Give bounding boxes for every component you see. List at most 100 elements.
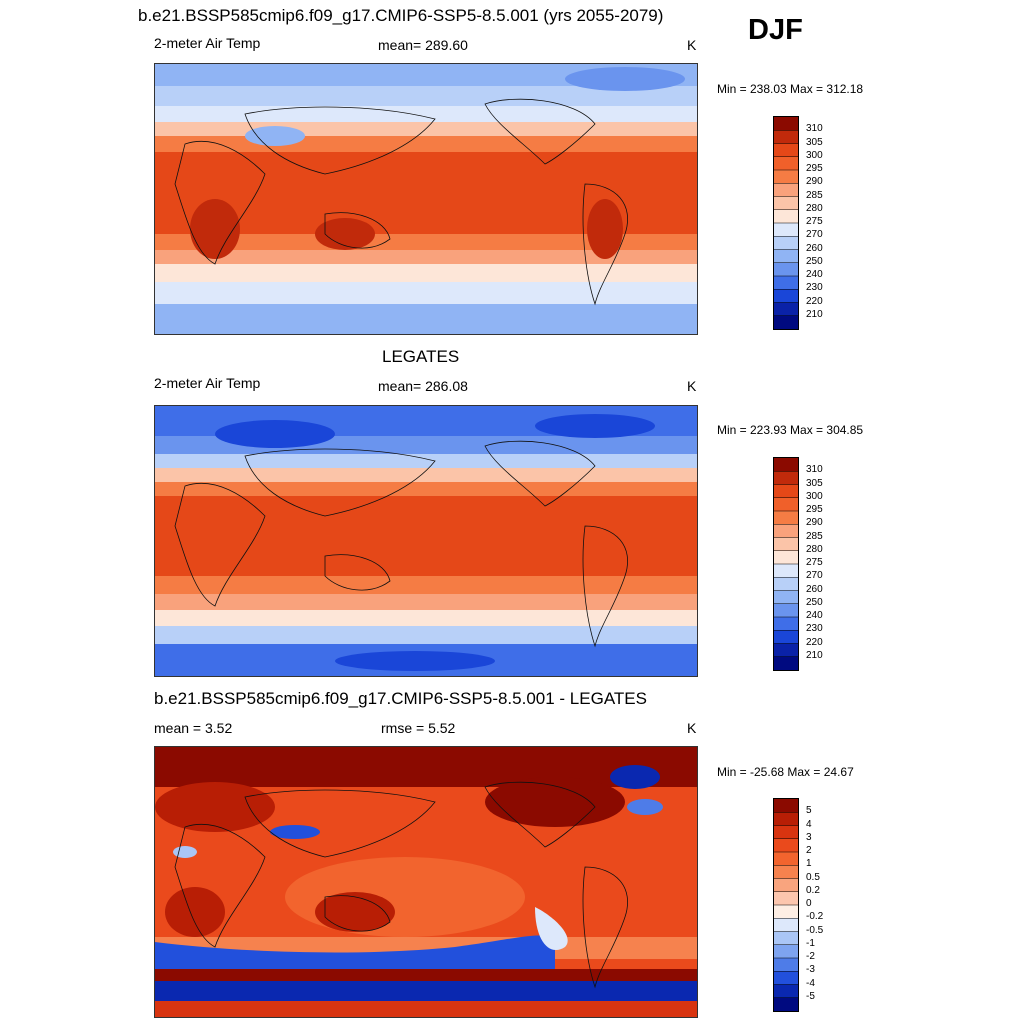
colorbar-segment xyxy=(774,617,798,631)
colorbar-tick-label: 290 xyxy=(806,176,823,188)
colorbar-segment xyxy=(774,590,798,605)
colorbar-segment xyxy=(774,289,798,303)
colorbar-segment xyxy=(774,236,798,250)
colorbar-segment xyxy=(774,497,798,512)
panel2-variable-label: 2-meter Air Temp xyxy=(154,375,261,391)
colorbar-tick-label: 1 xyxy=(806,858,812,870)
colorbar-tick-label: 305 xyxy=(806,136,823,148)
colorbar-segment xyxy=(774,905,798,919)
colorbar-tick-label: 0.5 xyxy=(806,871,820,883)
colorbar-segment xyxy=(774,852,798,866)
colorbar-tick-label: 295 xyxy=(806,504,823,515)
colorbar-segment xyxy=(774,143,798,158)
colorbar-segment xyxy=(774,550,798,565)
colorbar-segment xyxy=(774,656,798,670)
panel1-temperature-map xyxy=(154,63,698,335)
colorbar-segment xyxy=(774,537,798,552)
colorbar-tick-label: 230 xyxy=(806,282,823,294)
colorbar-segment xyxy=(774,249,798,264)
colorbar-segment xyxy=(774,825,798,840)
colorbar-tick-label: 310 xyxy=(806,123,823,135)
colorbar-segment xyxy=(774,630,798,644)
colorbar-tick-label: 285 xyxy=(806,189,823,201)
colorbar-segment xyxy=(774,838,798,853)
panel2-colorbar xyxy=(773,457,799,671)
colorbar-segment xyxy=(774,971,798,985)
colorbar-segment xyxy=(774,931,798,946)
colorbar-segment xyxy=(774,603,798,618)
panel3-colorbar xyxy=(773,798,799,1012)
colorbar-segment xyxy=(774,643,798,658)
colorbar-segment xyxy=(774,156,798,171)
panel1-units-label: K xyxy=(687,37,697,53)
colorbar-segment xyxy=(774,183,798,197)
colorbar-tick-label: -3 xyxy=(806,964,815,976)
colorbar-tick-label: 270 xyxy=(806,570,823,582)
season-label: DJF xyxy=(748,14,803,46)
colorbar-tick-label: -4 xyxy=(806,977,815,989)
colorbar-segment xyxy=(774,878,798,893)
colorbar-tick-label: -0.2 xyxy=(806,911,824,923)
panel1-colorbar xyxy=(773,116,799,330)
colorbar-tick-label: 260 xyxy=(806,242,823,254)
colorbar-tick-label: 270 xyxy=(806,229,823,241)
colorbar-segment xyxy=(774,302,798,317)
colorbar-segment xyxy=(774,196,798,211)
colorbar-segment xyxy=(774,564,798,578)
colorbar-segment xyxy=(774,799,798,813)
colorbar-tick-label: 220 xyxy=(806,636,823,648)
colorbar-tick-label: -2 xyxy=(806,951,815,962)
colorbar-segment xyxy=(774,471,798,485)
colorbar-segment xyxy=(774,209,798,224)
colorbar-tick-label: 300 xyxy=(806,490,823,502)
colorbar-segment xyxy=(774,117,798,131)
colorbar-tick-label: 240 xyxy=(806,269,823,280)
colorbar-segment xyxy=(774,958,798,972)
colorbar-segment xyxy=(774,918,798,932)
colorbar-tick-label: 300 xyxy=(806,149,823,161)
colorbar-segment xyxy=(774,458,798,472)
colorbar-tick-label: 275 xyxy=(806,216,823,227)
colorbar-tick-label: 3 xyxy=(806,831,812,843)
colorbar-tick-label: 230 xyxy=(806,623,823,635)
colorbar-tick-label: 295 xyxy=(806,163,823,174)
panel1-mean-label: mean= 289.60 xyxy=(378,37,468,53)
colorbar-segment xyxy=(774,891,798,906)
colorbar-segment xyxy=(774,170,798,184)
colorbar-segment xyxy=(774,997,798,1011)
colorbar-segment xyxy=(774,524,798,538)
colorbar-segment xyxy=(774,262,798,277)
colorbar-tick-label: 250 xyxy=(806,255,823,267)
colorbar-tick-label: 305 xyxy=(806,477,823,489)
colorbar-segment xyxy=(774,944,798,959)
colorbar-tick-label: -0.5 xyxy=(806,924,824,936)
colorbar-tick-label: 280 xyxy=(806,543,823,555)
colorbar-tick-label: 240 xyxy=(806,610,823,621)
panel2-minmax: Min = 223.93 Max = 304.85 xyxy=(717,423,864,437)
panel1-variable-label: 2-meter Air Temp xyxy=(154,35,261,51)
colorbar-segment xyxy=(774,577,798,591)
colorbar-tick-label: 5 xyxy=(806,805,812,817)
panel2-mean-label: mean= 286.08 xyxy=(378,378,468,394)
colorbar-tick-label: -5 xyxy=(806,990,815,1002)
colorbar-segment xyxy=(774,130,798,144)
colorbar-tick-label: 260 xyxy=(806,583,823,595)
panel3-rmse-label: rmse = 5.52 xyxy=(381,720,456,736)
colorbar-tick-label: 4 xyxy=(806,818,812,830)
colorbar-segment xyxy=(774,812,798,826)
panel1-minmax: Min = 238.03 Max = 312.18 xyxy=(717,82,864,96)
colorbar-tick-label: 285 xyxy=(806,530,823,542)
colorbar-tick-label: 290 xyxy=(806,517,823,529)
panel3-difference-map xyxy=(154,746,698,1018)
colorbar-tick-label: 280 xyxy=(806,202,823,214)
colorbar-tick-label: 220 xyxy=(806,295,823,307)
colorbar-segment xyxy=(774,865,798,879)
panel3-mean-label: mean = 3.52 xyxy=(154,720,233,736)
colorbar-tick-label: 210 xyxy=(806,308,823,320)
panel3-title: b.e21.BSSP585cmip6.f09_g17.CMIP6-SSP5-8.… xyxy=(154,689,647,708)
colorbar-tick-label: 210 xyxy=(806,649,823,661)
colorbar-tick-label: 275 xyxy=(806,557,823,568)
panel2-units-label: K xyxy=(687,378,697,394)
figure-title: b.e21.BSSP585cmip6.f09_g17.CMIP6-SSP5-8.… xyxy=(138,6,664,25)
colorbar-segment xyxy=(774,984,798,999)
